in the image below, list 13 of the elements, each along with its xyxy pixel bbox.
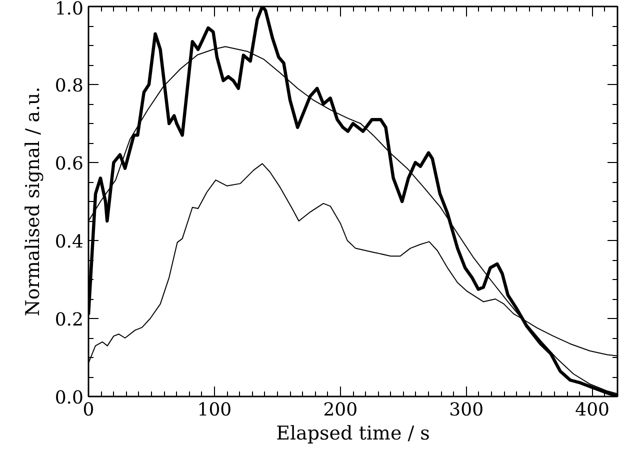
x-tick-label: 400 [575,400,610,420]
x-tick-label: 100 [197,400,232,420]
y-tick-label: 0.8 [54,76,84,96]
x-tick-label: 300 [449,400,484,420]
y-tick-label: 0.2 [54,310,84,330]
x-tick-label: 0 [82,400,94,420]
y-tick-label: 0.0 [54,388,84,408]
y-tick-label: 0.4 [54,232,84,252]
y-tick-label: 0.6 [54,154,84,174]
y-axis-title: Normalised signal / a.u. [22,86,44,316]
x-axis-title: Elapsed time / s [276,422,430,444]
y-tick-label: 1.0 [54,0,84,20]
x-tick-label: 200 [323,400,358,420]
